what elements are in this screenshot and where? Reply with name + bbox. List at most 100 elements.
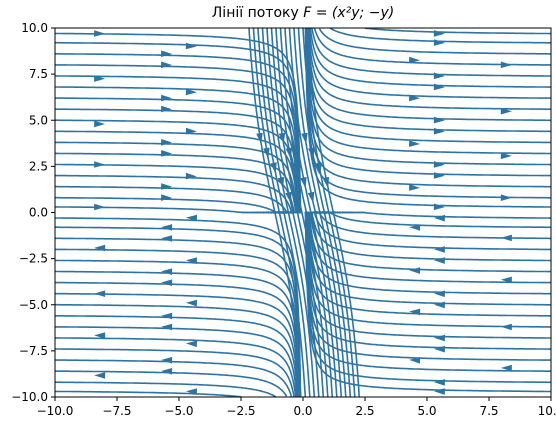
streamline <box>55 381 277 397</box>
streamline <box>307 211 551 219</box>
streamline <box>55 292 300 397</box>
streamline-arrow <box>500 61 512 69</box>
central-streamline-arrow <box>300 176 307 189</box>
x-tick-label: −5.0 <box>164 404 193 418</box>
streamline <box>55 359 293 397</box>
streamline <box>307 28 551 122</box>
x-tick-label: 0.0 <box>293 404 312 418</box>
streamline-arrow <box>94 203 106 211</box>
streamline <box>306 211 551 229</box>
chart-title-prefix: Лінії потоку <box>212 5 303 21</box>
streamline-arrow <box>500 152 512 160</box>
streamline <box>55 370 288 397</box>
y-tick-label: −2.5 <box>19 252 48 266</box>
streamline-arrow <box>161 183 173 190</box>
streamline-arrow <box>433 127 445 135</box>
streamline-arrow <box>500 234 512 242</box>
streamline-arrow <box>409 94 421 102</box>
streamline <box>311 28 551 77</box>
streamline-arrow <box>185 388 197 395</box>
streamline-arrow <box>185 257 197 264</box>
central-streamline-arrow <box>301 132 308 145</box>
streamline-arrow <box>161 150 173 157</box>
streamline-arrow <box>433 257 445 264</box>
streamline-arrow <box>161 139 173 146</box>
streamline-arrow <box>94 75 106 82</box>
streamline-arrow <box>500 276 512 284</box>
streamline <box>55 206 299 214</box>
streamline-arrow <box>185 127 197 135</box>
central-streamline <box>257 28 311 397</box>
x-axis: −10.0 −7.5 −5.0 −2.5 0.0 2.5 5.0 7.5 10.0 <box>37 397 556 418</box>
streamline <box>307 28 551 110</box>
y-tick-label: −5.0 <box>19 298 48 312</box>
central-streamline-arrow <box>292 162 300 174</box>
y-tick-label: 0.0 <box>29 206 48 220</box>
x-tick-label: 2.5 <box>355 404 374 418</box>
central-streamline <box>297 28 352 397</box>
streamline <box>308 28 551 99</box>
streamline-arrow <box>409 308 421 316</box>
streamline-arrow <box>161 50 173 57</box>
streamline-arrow <box>433 246 445 253</box>
chart-title: Лінії потоку F = (x²y; −y) <box>212 5 394 21</box>
y-axis: −10.0 −7.5 −5.0 −2.5 0.0 2.5 5.0 7.5 10.0 <box>11 21 55 404</box>
streamline-arrow <box>433 30 445 37</box>
streamline <box>55 326 298 397</box>
central-streamline-arrow <box>285 147 293 159</box>
streamline-arrow <box>409 357 421 364</box>
streamline <box>305 211 551 339</box>
streamline-arrow <box>161 268 173 275</box>
central-streamline-arrow <box>322 176 330 189</box>
streamline-arrow <box>500 107 512 115</box>
streamline <box>55 86 301 214</box>
streamline <box>55 348 295 397</box>
streamline-arrow <box>161 356 173 364</box>
streamline-arrow <box>433 116 445 124</box>
central-streamline <box>248 28 302 397</box>
streamline-arrow <box>161 279 173 286</box>
streamlines-group <box>55 28 551 397</box>
x-tick-label: 5.0 <box>417 404 436 418</box>
central-streamline-arrow <box>285 191 292 204</box>
y-tick-label: −7.5 <box>19 344 48 358</box>
streamline-arrow <box>94 372 106 379</box>
streamline-arrow <box>433 161 445 168</box>
streamline-arrow <box>433 83 445 91</box>
streamline-arrow <box>161 235 173 242</box>
streamline-arrow <box>433 72 445 80</box>
central-streamline-arrow <box>256 132 263 145</box>
central-streamline <box>266 28 320 397</box>
central-streamline <box>270 28 325 397</box>
streamline-arrow <box>161 194 173 201</box>
central-streamline-arrow <box>277 176 285 189</box>
streamline-arrow <box>185 214 197 222</box>
y-tick-label: 2.5 <box>29 159 48 173</box>
streamline-arrow <box>161 94 173 102</box>
streamline-arrow <box>433 39 445 46</box>
streamline <box>306 28 551 144</box>
streamline-arrow <box>500 364 512 372</box>
streamline <box>55 315 299 397</box>
streamline-arrow <box>185 299 197 307</box>
x-tick-label: −10.0 <box>37 404 74 418</box>
streamline <box>304 212 551 393</box>
streamline-arrow <box>161 61 173 69</box>
streamline-arrow <box>409 184 421 191</box>
central-streamline-arrow <box>315 162 322 174</box>
streamline <box>55 337 297 397</box>
x-tick-label: −2.5 <box>226 404 255 418</box>
x-tick-label: 7.5 <box>479 404 498 418</box>
streamline-arrow <box>94 30 106 37</box>
streamline-arrow <box>94 332 106 339</box>
streamline <box>55 390 242 397</box>
arrows-group <box>94 30 512 395</box>
y-tick-label: −10.0 <box>11 390 48 404</box>
streamline-arrow <box>409 140 421 147</box>
streamline <box>305 28 551 155</box>
streamline-arrow <box>94 120 106 128</box>
streamline-arrow <box>185 42 197 50</box>
streamline-arrow <box>185 88 197 96</box>
streamline-arrow <box>500 323 512 331</box>
